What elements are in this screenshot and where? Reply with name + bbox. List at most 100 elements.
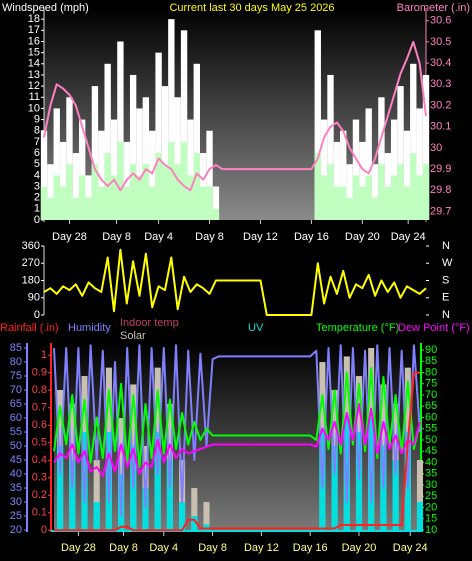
bar bbox=[85, 197, 92, 220]
bar bbox=[193, 63, 200, 220]
bar bbox=[359, 141, 366, 220]
y-tick-label: 55 bbox=[10, 426, 22, 438]
bar bbox=[179, 502, 186, 532]
bar bbox=[392, 460, 399, 532]
bar bbox=[104, 63, 111, 220]
bar bbox=[384, 153, 391, 220]
bar bbox=[215, 530, 222, 532]
y3-tick-label: 0 bbox=[41, 524, 47, 536]
y3-tick-label: 0.7 bbox=[32, 402, 47, 414]
indoor-temp-label: Indoor temp bbox=[120, 317, 179, 329]
bar bbox=[240, 530, 247, 532]
bar bbox=[203, 502, 210, 532]
bar bbox=[136, 108, 143, 220]
y3-tick-label: 0.1 bbox=[32, 507, 47, 519]
bar bbox=[349, 530, 356, 532]
bar bbox=[154, 432, 161, 532]
bar bbox=[142, 488, 149, 532]
y-tick-label: 16 bbox=[28, 35, 40, 47]
bar bbox=[209, 530, 216, 532]
bar bbox=[246, 530, 253, 532]
y2-tick-label: 15 bbox=[425, 513, 437, 525]
bar bbox=[53, 175, 60, 220]
y-tick-label: 12 bbox=[28, 80, 40, 92]
bar bbox=[40, 130, 48, 220]
bar bbox=[264, 530, 271, 532]
y-tick-label: 5 bbox=[34, 158, 40, 170]
y2-tick-label: 80 bbox=[425, 366, 437, 378]
bar bbox=[343, 418, 350, 532]
y-tick-label: 50 bbox=[10, 440, 22, 452]
bar bbox=[206, 186, 213, 220]
bar bbox=[110, 119, 118, 220]
y-tick-label: 30 bbox=[10, 496, 22, 508]
bar bbox=[197, 530, 204, 532]
bar bbox=[72, 197, 80, 220]
y-tick-label: 7 bbox=[34, 136, 40, 148]
x-tick-label: Day 12 bbox=[244, 542, 279, 554]
y2-tick-label: N bbox=[442, 240, 450, 252]
bar bbox=[72, 153, 80, 220]
y2-tick-label: 30.4 bbox=[430, 57, 451, 69]
bar bbox=[174, 164, 181, 220]
bar bbox=[142, 97, 150, 220]
series-label: Temperature (°F) bbox=[316, 322, 399, 334]
bar bbox=[66, 97, 73, 220]
bar bbox=[340, 186, 347, 220]
bar bbox=[403, 186, 411, 220]
bar bbox=[191, 488, 198, 532]
bar bbox=[352, 175, 360, 220]
x-tick-label: Day 20 bbox=[345, 231, 380, 243]
y2-tick-label: 50 bbox=[425, 434, 437, 446]
bar bbox=[93, 502, 100, 532]
y3-tick-label: 0.4 bbox=[32, 454, 47, 466]
series-line bbox=[43, 248, 427, 316]
bar bbox=[91, 164, 99, 220]
bar bbox=[110, 175, 118, 220]
y3-tick-label: 0.5 bbox=[32, 437, 47, 449]
y2-tick-label: W bbox=[442, 257, 453, 269]
bar bbox=[359, 186, 366, 220]
y-tick-label: 14 bbox=[28, 58, 40, 70]
series-label: Dew Point (°F) bbox=[398, 322, 470, 334]
y-tick-label: 0 bbox=[34, 309, 40, 321]
series-line bbox=[53, 403, 421, 477]
y-tick-label: 13 bbox=[28, 69, 40, 81]
y2-tick-label: 60 bbox=[425, 411, 437, 423]
bar bbox=[331, 446, 338, 532]
bar bbox=[333, 186, 341, 220]
y2-tick-label: 90 bbox=[425, 344, 437, 356]
y-tick-label: 9 bbox=[34, 113, 40, 125]
y2-tick-label: E bbox=[442, 292, 449, 304]
y2-tick-label: 40 bbox=[425, 456, 437, 468]
bar bbox=[168, 141, 175, 220]
y-tick-label: 4 bbox=[34, 169, 40, 181]
x-tick-label: Day 24 bbox=[393, 542, 428, 554]
bar bbox=[117, 41, 124, 221]
bar bbox=[378, 164, 385, 220]
y-tick-label: 60 bbox=[10, 412, 22, 424]
bar bbox=[282, 530, 289, 532]
y-tick-label: 75 bbox=[10, 370, 22, 382]
bar bbox=[307, 530, 314, 532]
bar bbox=[129, 164, 137, 220]
bar bbox=[410, 530, 417, 532]
bar bbox=[333, 141, 341, 220]
bar bbox=[47, 197, 54, 220]
bar bbox=[362, 530, 369, 532]
series-label: Solar bbox=[120, 330, 146, 342]
bar bbox=[368, 418, 375, 532]
bar bbox=[149, 186, 156, 220]
bar bbox=[79, 119, 86, 220]
bar bbox=[340, 130, 347, 220]
bar bbox=[327, 74, 334, 221]
bar bbox=[270, 530, 277, 532]
bar bbox=[410, 153, 417, 220]
x-tick-label: Day 20 bbox=[342, 542, 377, 554]
bar bbox=[365, 175, 372, 220]
y2-tick-label: 29.9 bbox=[430, 163, 451, 175]
bar bbox=[380, 446, 387, 532]
bar bbox=[129, 74, 137, 221]
y-tick-label: 17 bbox=[28, 24, 40, 36]
y-tick-label: 2 bbox=[34, 192, 40, 204]
